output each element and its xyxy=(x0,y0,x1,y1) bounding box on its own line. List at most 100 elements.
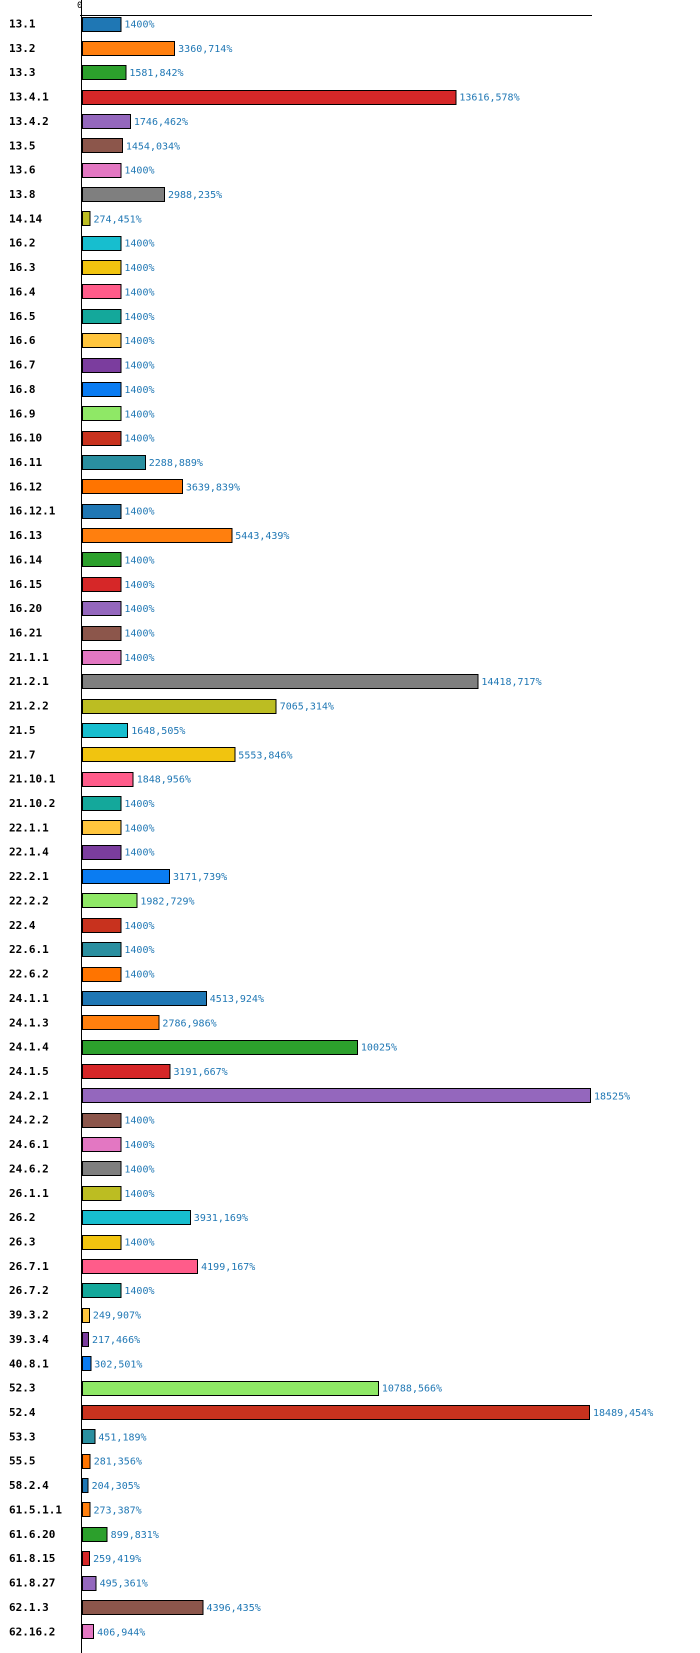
value-label: 1400% xyxy=(124,409,154,420)
bar xyxy=(82,1186,122,1201)
bar xyxy=(82,577,122,592)
category-label: 26.1.1 xyxy=(9,1187,49,1200)
value-label: 4513,924% xyxy=(210,994,264,1005)
category-label: 21.5 xyxy=(9,724,36,737)
value-label: 1400% xyxy=(124,336,154,347)
bar xyxy=(82,1137,122,1152)
bar xyxy=(82,358,122,373)
bar xyxy=(82,1405,591,1420)
bar xyxy=(82,1064,171,1079)
value-label: 18525% xyxy=(594,1091,630,1102)
value-label: 1400% xyxy=(124,629,154,640)
category-label: 21.7 xyxy=(9,748,36,761)
category-label: 24.2.2 xyxy=(9,1114,49,1127)
category-label: 26.7.2 xyxy=(9,1284,49,1297)
value-label: 281,356% xyxy=(94,1457,142,1468)
category-label: 16.13 xyxy=(9,529,42,542)
bar xyxy=(82,431,122,446)
bar xyxy=(82,1478,89,1493)
bar xyxy=(82,601,122,616)
value-label: 1400% xyxy=(124,823,154,834)
bar xyxy=(82,1332,89,1347)
category-label: 13.6 xyxy=(9,164,36,177)
bar xyxy=(82,187,165,202)
category-label: 16.14 xyxy=(9,553,42,566)
bar xyxy=(82,1381,379,1396)
category-label: 16.12 xyxy=(9,480,42,493)
category-label: 26.2 xyxy=(9,1211,36,1224)
value-label: 1400% xyxy=(124,945,154,956)
category-label: 61.8.15 xyxy=(9,1552,55,1565)
bar xyxy=(82,723,129,738)
value-label: 13616,578% xyxy=(459,93,519,104)
bar xyxy=(82,626,122,641)
bar xyxy=(82,967,122,982)
category-label: 16.15 xyxy=(9,578,42,591)
bar xyxy=(82,41,176,56)
value-label: 1848,956% xyxy=(137,775,191,786)
category-label: 13.1 xyxy=(9,18,36,31)
bar xyxy=(82,260,122,275)
category-label: 16.9 xyxy=(9,407,36,420)
bar xyxy=(82,1259,199,1274)
bar xyxy=(82,699,277,714)
value-label: 1400% xyxy=(124,653,154,664)
category-label: 39.3.4 xyxy=(9,1333,49,1346)
bar xyxy=(82,1308,90,1323)
value-label: 5553,846% xyxy=(238,750,292,761)
category-label: 22.1.4 xyxy=(9,846,49,859)
bar xyxy=(82,893,138,908)
bar xyxy=(82,1210,191,1225)
bar xyxy=(82,1040,358,1055)
value-label: 1400% xyxy=(124,1140,154,1151)
value-label: 1400% xyxy=(124,848,154,859)
value-label: 10025% xyxy=(361,1043,397,1054)
bar xyxy=(82,1502,91,1517)
value-label: 259,419% xyxy=(93,1554,141,1565)
bar xyxy=(82,504,122,519)
value-label: 1648,505% xyxy=(131,726,185,737)
category-label: 13.4.1 xyxy=(9,91,49,104)
value-label: 1581,842% xyxy=(129,68,183,79)
bar xyxy=(82,991,207,1006)
bar xyxy=(82,1551,91,1566)
bar xyxy=(82,1454,91,1469)
category-label: 24.1.5 xyxy=(9,1065,49,1078)
value-label: 3360,714% xyxy=(178,44,232,55)
category-label: 16.2 xyxy=(9,237,36,250)
value-label: 1400% xyxy=(124,263,154,274)
category-label: 16.11 xyxy=(9,456,42,469)
value-label: 249,907% xyxy=(93,1311,141,1322)
category-label: 61.6.20 xyxy=(9,1528,55,1541)
category-label: 13.8 xyxy=(9,188,36,201)
value-label: 1400% xyxy=(124,1238,154,1249)
category-label: 16.20 xyxy=(9,602,42,615)
value-label: 1400% xyxy=(124,921,154,932)
value-label: 204,305% xyxy=(92,1481,140,1492)
value-label: 1746,462% xyxy=(134,117,188,128)
bar xyxy=(82,1113,122,1128)
value-label: 1400% xyxy=(124,434,154,445)
value-label: 273,387% xyxy=(93,1505,141,1516)
bar xyxy=(82,1235,122,1250)
category-label: 24.6.2 xyxy=(9,1162,49,1175)
bar xyxy=(82,796,122,811)
category-label: 13.2 xyxy=(9,42,36,55)
bar xyxy=(82,918,122,933)
bar xyxy=(82,236,122,251)
x-axis-zero-label: 0 xyxy=(77,1,82,11)
category-label: 16.7 xyxy=(9,359,36,372)
value-label: 1400% xyxy=(124,1116,154,1127)
bar xyxy=(82,1161,122,1176)
category-label: 22.6.2 xyxy=(9,968,49,981)
value-label: 274,451% xyxy=(94,214,142,225)
category-label: 21.1.1 xyxy=(9,651,49,664)
bar xyxy=(82,65,127,80)
value-label: 1400% xyxy=(124,20,154,31)
category-label: 52.4 xyxy=(9,1406,36,1419)
category-label: 61.5.1.1 xyxy=(9,1503,62,1516)
value-label: 1400% xyxy=(124,166,154,177)
category-label: 22.2.1 xyxy=(9,870,49,883)
bar xyxy=(82,382,122,397)
bar xyxy=(82,17,122,32)
